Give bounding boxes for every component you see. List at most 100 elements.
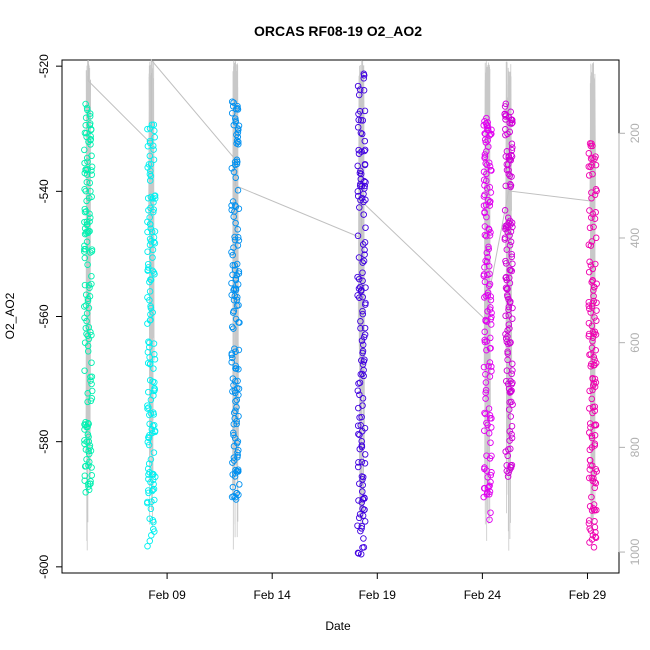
data-point-RF10 (233, 137, 241, 144)
data-point-RF11 (356, 108, 364, 115)
data-point-RF10 (232, 398, 239, 405)
data-point-RF10 (230, 381, 237, 389)
secondary-series-line (87, 58, 593, 323)
data-point-RF10 (228, 98, 236, 105)
data-point-RF13 (505, 321, 513, 328)
data-point-RF14 (586, 207, 593, 214)
data-point-RF14 (588, 214, 595, 221)
data-point-RF12 (485, 243, 492, 251)
data-point-RF13 (508, 387, 515, 394)
data-point-RF09 (144, 164, 151, 171)
data-point-RF12 (481, 465, 488, 473)
data-point-RF09 (151, 428, 159, 436)
data-point-RF09 (146, 152, 154, 160)
data-point-RF11 (358, 130, 366, 138)
data-point-RF09 (147, 302, 154, 310)
data-point-RF10 (228, 358, 235, 366)
data-point-RF10 (229, 262, 237, 269)
data-point-RF11 (354, 232, 362, 240)
data-point-RF08 (86, 121, 94, 129)
data-point-RF12 (486, 482, 493, 489)
data-point-RF08 (84, 398, 91, 406)
data-point-RF14 (585, 520, 593, 527)
data-point-RF08 (88, 331, 95, 339)
data-point-RF14 (585, 150, 593, 157)
data-point-RF14 (586, 503, 594, 510)
data-point-RF13 (506, 279, 514, 287)
data-point-RF08 (86, 110, 94, 117)
data-point-RF14 (591, 375, 599, 383)
data-point-RF12 (484, 254, 491, 261)
data-point-RF14 (592, 421, 600, 429)
data-point-RF10 (231, 473, 239, 480)
data-point-RF08 (88, 387, 96, 395)
data-point-RF10 (234, 226, 241, 233)
data-point-RF10 (235, 122, 243, 129)
data-point-RF13 (508, 140, 516, 148)
data-point-RF08 (86, 179, 94, 187)
data-point-RF14 (593, 317, 600, 324)
data-point-RF08 (88, 464, 95, 471)
data-point-RF12 (483, 419, 490, 427)
data-point-RF08 (86, 284, 93, 292)
data-point-RF08 (82, 114, 90, 122)
data-point-RF09 (150, 121, 158, 128)
data-point-RF08 (82, 187, 90, 195)
data-point-RF14 (591, 407, 599, 415)
data-point-RF14 (589, 375, 596, 383)
data-point-RF13 (507, 183, 514, 191)
data-point-RF13 (506, 325, 513, 332)
data-point-RF13 (506, 399, 513, 406)
data-point-RF11 (359, 395, 367, 402)
data-point-RF13 (507, 388, 514, 396)
data-point-RF09 (151, 351, 158, 358)
data-point-RF10 (231, 415, 238, 422)
data-point-RF14 (592, 234, 600, 242)
data-point-RF10 (228, 165, 236, 172)
data-point-RF08 (83, 104, 91, 112)
data-point-RF09 (144, 267, 151, 274)
data-point-RF11 (361, 239, 369, 246)
data-point-RF10 (235, 301, 242, 309)
data-point-RF10 (229, 483, 237, 491)
data-point-RF13 (509, 360, 516, 368)
data-point-RF10 (234, 187, 242, 194)
data-point-RF08 (81, 218, 88, 226)
data-point-RF08 (83, 178, 91, 186)
data-point-RF14 (593, 307, 600, 314)
data-point-RF14 (588, 493, 595, 501)
data-point-RF10 (235, 346, 243, 354)
data-point-RF10 (230, 431, 237, 439)
data-point-RF10 (229, 459, 236, 466)
data-point-RF11 (355, 459, 362, 466)
data-point-RF12 (486, 516, 493, 523)
data-point-RF13 (508, 146, 516, 154)
data-point-RF11 (360, 190, 367, 198)
y-tick-label: -520 (37, 54, 51, 78)
data-point-RF13 (502, 111, 510, 119)
data-point-RF11 (358, 413, 365, 421)
data-point-RF14 (589, 409, 596, 417)
data-point-RF13 (506, 266, 514, 274)
data-point-RF14 (591, 361, 598, 369)
data-point-RF08 (88, 373, 96, 380)
data-point-RF08 (84, 348, 92, 355)
secondary-y-axis: 200 400 600 800 1000 (618, 123, 642, 565)
data-point-RF12 (483, 346, 490, 354)
data-point-RF12 (483, 452, 490, 459)
data-point-RF09 (147, 172, 155, 180)
data-point-RF10 (232, 315, 240, 323)
data-point-RF12 (481, 427, 488, 434)
data-point-RF08 (85, 420, 92, 428)
data-point-RF12 (486, 163, 494, 170)
data-point-RF11 (361, 137, 369, 145)
data-point-RF13 (504, 130, 511, 138)
data-point-RF12 (481, 264, 488, 271)
data-point-RF11 (357, 196, 364, 204)
data-point-RF12 (482, 292, 490, 300)
data-point-RF12 (482, 379, 490, 386)
data-point-RF08 (84, 158, 91, 165)
data-point-RF10 (231, 233, 238, 241)
data-point-RF12 (484, 473, 491, 481)
data-point-RF13 (504, 356, 511, 364)
